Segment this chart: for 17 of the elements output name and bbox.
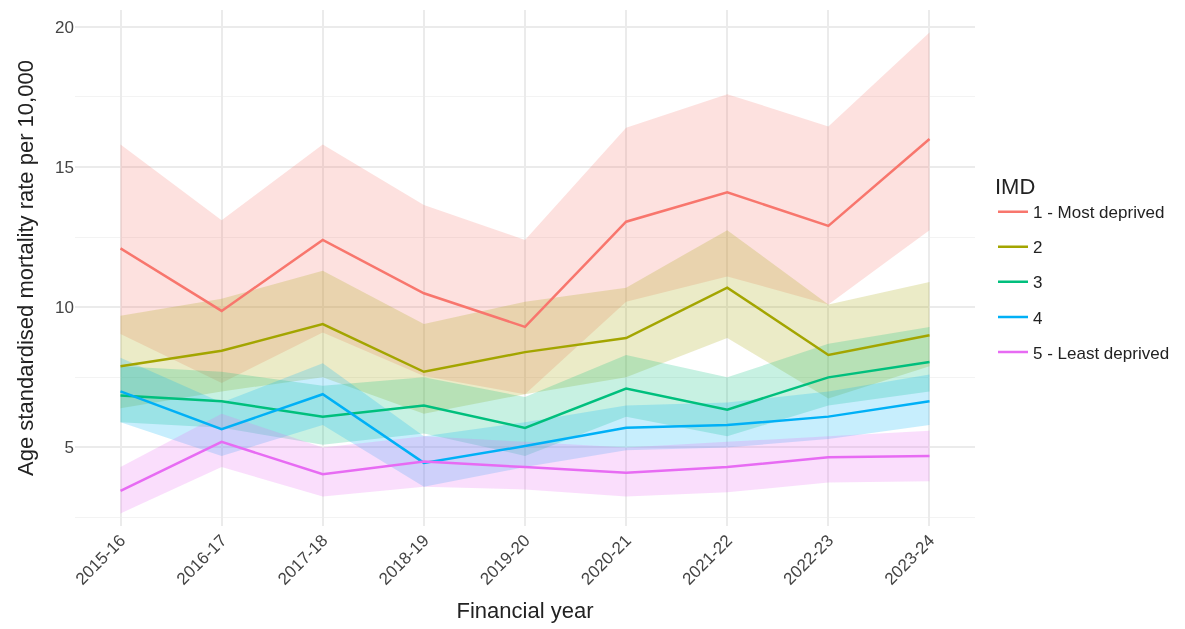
- legend-label: 1 - Most deprived: [1033, 203, 1165, 223]
- y-tick-label: 5: [64, 438, 74, 458]
- legend-label: 4: [1033, 308, 1043, 328]
- y-tick-label: 20: [55, 17, 74, 37]
- y-axis-title: Age standardised mortality rate per 10,000: [12, 60, 38, 476]
- line-series: [119, 360, 931, 430]
- line-series: [119, 390, 931, 465]
- y-tick-label: 15: [55, 157, 74, 177]
- y-tick-label: 10: [55, 298, 74, 318]
- line-series: [119, 137, 931, 329]
- legend-label: 3: [1033, 273, 1043, 293]
- legend-label: 5 - Least deprived: [1033, 343, 1170, 363]
- legend-title: IMD: [995, 174, 1036, 200]
- legend-label: 2: [1033, 238, 1043, 258]
- line-series: [119, 440, 931, 493]
- x-axis-title: Financial year: [456, 598, 594, 624]
- line-series: [119, 286, 931, 374]
